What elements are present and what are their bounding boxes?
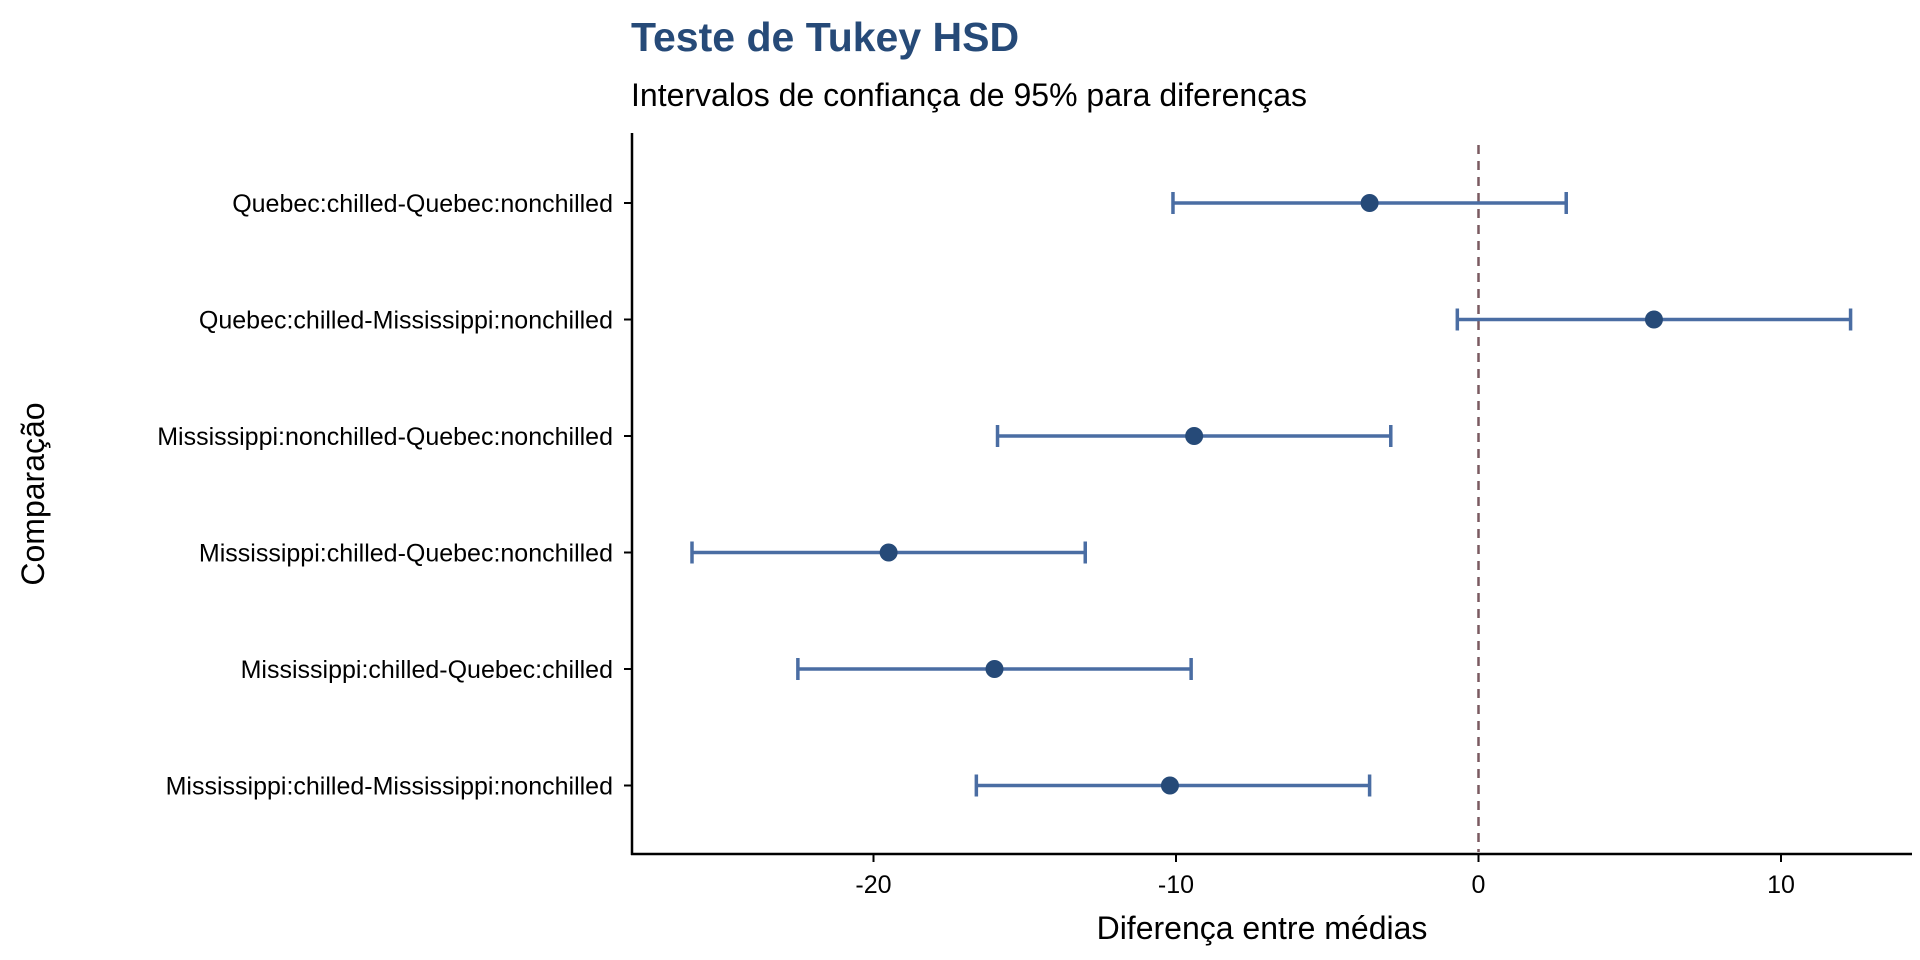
- y-tick-label: Mississippi:nonchilled-Quebec:nonchilled: [157, 423, 613, 451]
- mean-diff-point: [1644, 310, 1663, 329]
- mean-diff-point: [1360, 194, 1379, 212]
- y-tick-label: Mississippi:chilled-Quebec:nonchilled: [199, 540, 613, 568]
- y-tick-labels: Quebec:chilled-Quebec:nonchilled Quebec:c…: [157, 190, 632, 801]
- y-tick-label: Mississippi:chilled-Mississippi:nonchill…: [166, 773, 613, 801]
- errorbar-3: [995, 425, 1393, 447]
- mean-diff-point: [1185, 427, 1204, 445]
- x-tick-label: 10: [1767, 871, 1795, 899]
- plot-marks: [690, 145, 1853, 852]
- x-tick-label: 0: [1472, 871, 1486, 899]
- x-ticks: -20 -10 0 10: [855, 854, 1795, 899]
- mean-diff-point: [879, 543, 898, 562]
- chart-title: Teste de Tukey HSD: [631, 14, 1019, 60]
- mean-diff-point: [985, 660, 1004, 678]
- x-tick-label: -20: [855, 871, 891, 899]
- errorbar-4: [690, 541, 1087, 564]
- errorbar-2: [1455, 308, 1853, 331]
- x-tick-label: -10: [1158, 871, 1194, 899]
- x-axis-title: Diferença entre médias: [1097, 910, 1428, 946]
- y-axis-title: Comparação: [15, 402, 51, 585]
- errorbar-1: [1171, 192, 1568, 214]
- mean-diff-point: [1160, 776, 1179, 795]
- errorbar-6: [974, 774, 1372, 797]
- y-tick-label: Mississippi:chilled-Quebec:chilled: [241, 656, 613, 684]
- y-tick-label: Quebec:chilled-Mississippi:nonchilled: [199, 307, 613, 335]
- chart-subtitle: Intervalos de confiança de 95% para dife…: [631, 77, 1307, 113]
- errorbar-5: [796, 658, 1193, 680]
- y-tick-label: Quebec:chilled-Quebec:nonchilled: [232, 190, 613, 218]
